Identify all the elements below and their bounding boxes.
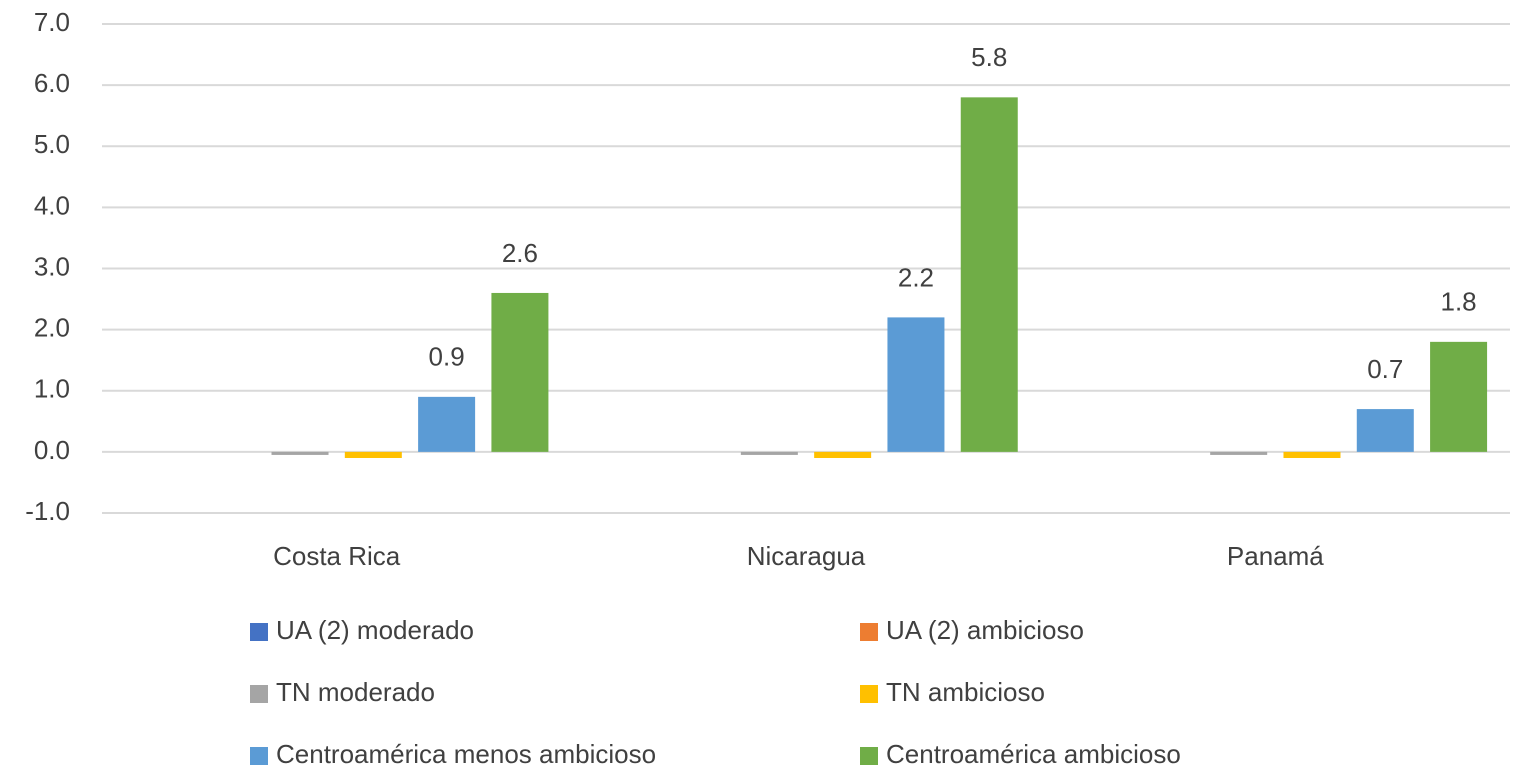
legend-label: TN ambicioso <box>886 677 1045 707</box>
legend-label: TN moderado <box>276 677 435 707</box>
y-tick-label: 1.0 <box>34 374 70 404</box>
data-label: 2.6 <box>502 238 538 268</box>
legend-label: Centroamérica menos ambicioso <box>276 739 656 769</box>
data-label: 0.7 <box>1367 354 1403 384</box>
bar <box>1356 409 1414 452</box>
legend-label: Centroamérica ambicioso <box>886 739 1181 769</box>
legend-swatch <box>860 747 878 765</box>
legend-label: UA (2) moderado <box>276 615 474 645</box>
legend-swatch <box>860 685 878 703</box>
legend-swatch <box>250 623 268 641</box>
bar <box>960 97 1018 452</box>
legend-swatch <box>250 747 268 765</box>
bar <box>344 451 402 458</box>
data-label: 0.9 <box>429 342 465 372</box>
data-label: 1.8 <box>1441 287 1477 317</box>
x-tick-label: Nicaragua <box>747 541 866 571</box>
bar <box>271 451 329 455</box>
legend-label: UA (2) ambicioso <box>886 615 1084 645</box>
y-tick-label: 6.0 <box>34 68 70 98</box>
y-tick-label: 3.0 <box>34 251 70 281</box>
bar <box>1283 451 1341 458</box>
legend-swatch <box>250 685 268 703</box>
y-tick-label: 0.0 <box>34 435 70 465</box>
bar <box>740 451 798 455</box>
y-tick-label: -1.0 <box>25 496 70 526</box>
bar <box>814 451 872 458</box>
data-label: 2.2 <box>898 262 934 292</box>
y-tick-label: 2.0 <box>34 313 70 343</box>
bar <box>1430 341 1488 452</box>
data-label: 5.8 <box>971 42 1007 72</box>
bar <box>887 317 945 452</box>
legend-swatch <box>860 623 878 641</box>
x-tick-label: Costa Rica <box>273 541 401 571</box>
y-tick-label: 7.0 <box>34 7 70 37</box>
y-tick-label: 4.0 <box>34 190 70 220</box>
bar <box>418 396 476 452</box>
y-tick-label: 5.0 <box>34 129 70 159</box>
x-tick-label: Panamá <box>1227 541 1324 571</box>
bar <box>1210 451 1268 455</box>
bar <box>491 292 549 452</box>
